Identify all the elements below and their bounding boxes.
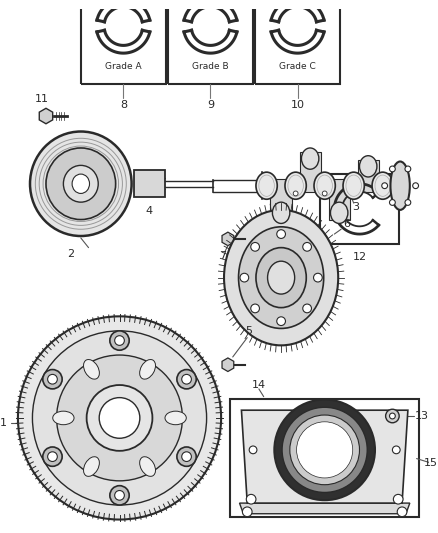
Circle shape	[182, 452, 191, 462]
Circle shape	[389, 199, 396, 205]
Ellipse shape	[140, 457, 155, 477]
Circle shape	[115, 336, 124, 345]
Ellipse shape	[372, 172, 393, 199]
Circle shape	[393, 495, 403, 504]
Bar	[168, 0, 253, 84]
Ellipse shape	[268, 261, 295, 294]
Circle shape	[115, 490, 124, 500]
Text: 10: 10	[290, 100, 304, 110]
Circle shape	[177, 369, 196, 389]
Ellipse shape	[330, 202, 348, 223]
Circle shape	[397, 507, 407, 516]
Ellipse shape	[360, 156, 377, 177]
Circle shape	[392, 446, 400, 454]
Circle shape	[43, 369, 62, 389]
Ellipse shape	[343, 172, 364, 199]
Bar	[300, 152, 321, 192]
Circle shape	[48, 452, 57, 462]
Circle shape	[277, 317, 286, 326]
Circle shape	[277, 230, 286, 238]
Ellipse shape	[256, 248, 306, 308]
Text: 1: 1	[0, 418, 7, 428]
Ellipse shape	[18, 316, 221, 520]
Text: Grade A: Grade A	[105, 62, 142, 71]
Text: 12: 12	[353, 252, 367, 262]
Ellipse shape	[297, 422, 353, 478]
Circle shape	[43, 447, 62, 466]
Circle shape	[303, 304, 311, 313]
Circle shape	[322, 191, 327, 196]
Text: 2: 2	[67, 249, 75, 260]
Ellipse shape	[224, 210, 338, 345]
Ellipse shape	[314, 172, 336, 199]
Circle shape	[389, 166, 396, 172]
Text: 7: 7	[219, 252, 226, 261]
Text: Grade C: Grade C	[279, 62, 316, 71]
Circle shape	[293, 191, 298, 196]
Circle shape	[110, 486, 129, 505]
Text: 15: 15	[424, 458, 438, 469]
Ellipse shape	[64, 165, 98, 202]
Circle shape	[385, 409, 399, 423]
Bar	[134, 170, 165, 197]
Ellipse shape	[57, 355, 182, 481]
Ellipse shape	[165, 411, 186, 425]
Polygon shape	[241, 410, 408, 503]
Circle shape	[314, 273, 322, 282]
Bar	[81, 0, 166, 84]
Circle shape	[382, 183, 388, 189]
Ellipse shape	[30, 132, 131, 236]
Ellipse shape	[239, 227, 324, 328]
Ellipse shape	[72, 174, 89, 193]
Text: 4: 4	[145, 206, 152, 216]
Circle shape	[249, 446, 257, 454]
Circle shape	[246, 495, 256, 504]
Ellipse shape	[99, 398, 140, 438]
Circle shape	[242, 507, 252, 516]
Bar	[271, 179, 292, 220]
Ellipse shape	[46, 148, 116, 220]
Circle shape	[182, 374, 191, 384]
Text: 11: 11	[35, 94, 49, 103]
Ellipse shape	[301, 148, 319, 169]
Circle shape	[413, 183, 419, 189]
Circle shape	[405, 166, 411, 172]
Text: Grade B: Grade B	[192, 62, 229, 71]
Bar	[357, 159, 379, 192]
Ellipse shape	[282, 407, 367, 492]
Ellipse shape	[285, 172, 306, 199]
Circle shape	[251, 304, 259, 313]
Circle shape	[48, 374, 57, 384]
Ellipse shape	[290, 415, 360, 484]
Circle shape	[389, 413, 396, 419]
Ellipse shape	[390, 161, 410, 210]
Bar	[328, 179, 350, 220]
Bar	[255, 0, 340, 84]
Ellipse shape	[272, 202, 290, 223]
Ellipse shape	[256, 172, 277, 199]
Bar	[230, 399, 420, 516]
Text: 5: 5	[246, 326, 253, 336]
Ellipse shape	[274, 400, 375, 500]
Ellipse shape	[53, 411, 74, 425]
Circle shape	[110, 331, 129, 350]
Ellipse shape	[84, 457, 99, 477]
Text: 14: 14	[252, 380, 266, 390]
Circle shape	[240, 273, 249, 282]
Text: 6: 6	[343, 220, 350, 229]
Text: 8: 8	[120, 100, 127, 110]
Text: 13: 13	[414, 411, 428, 421]
Ellipse shape	[84, 360, 99, 379]
Circle shape	[177, 447, 196, 466]
Ellipse shape	[140, 360, 155, 379]
Polygon shape	[240, 503, 410, 514]
Circle shape	[405, 199, 411, 205]
Text: 3: 3	[352, 202, 359, 212]
Ellipse shape	[32, 331, 207, 505]
Text: 9: 9	[207, 100, 214, 110]
Ellipse shape	[87, 385, 152, 451]
Circle shape	[303, 243, 311, 251]
Bar	[320, 174, 399, 244]
Circle shape	[251, 243, 259, 251]
